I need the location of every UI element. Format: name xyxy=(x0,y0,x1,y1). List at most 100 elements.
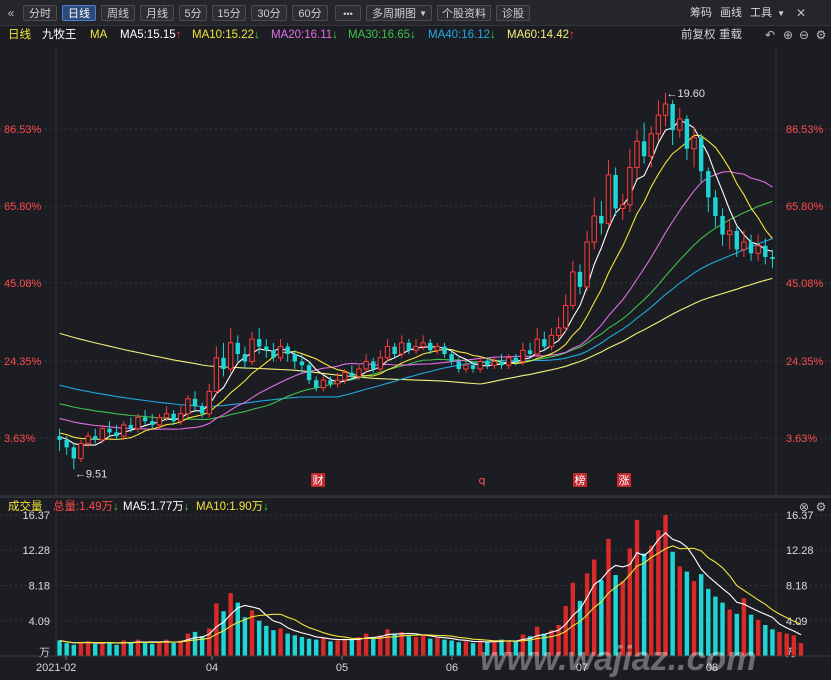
volume-bar-up xyxy=(100,642,105,656)
candle-body-up xyxy=(605,174,612,224)
volume-bar-up xyxy=(228,593,233,656)
ma20-line xyxy=(59,170,773,430)
zoom-out-icon[interactable]: ⊖ xyxy=(798,28,810,42)
kline-chart[interactable]: 86.53% 65.80% 45.08% 24.35% 3.63% 86.53% 65.8… xyxy=(0,44,831,680)
candle-body-up xyxy=(548,334,555,348)
candle-body-up xyxy=(99,428,106,441)
candle-body-up xyxy=(726,230,733,236)
candle-body-up xyxy=(227,342,234,370)
more-periods-button[interactable]: ••• xyxy=(335,5,361,21)
volume-bar-up xyxy=(278,628,283,656)
candle-body-down xyxy=(235,342,240,355)
volume-bar-up xyxy=(663,515,668,656)
date-label: 04 xyxy=(206,662,218,674)
volume-bar-down xyxy=(128,642,134,656)
volume-bar-up xyxy=(755,619,761,656)
volume-ma5-line xyxy=(59,532,802,644)
volume-bar-down xyxy=(442,639,447,656)
volume-bar-down xyxy=(299,637,305,656)
volume-bar-down xyxy=(641,553,647,656)
volume-bar-down xyxy=(713,596,718,656)
tab-daily[interactable]: 日线 xyxy=(62,5,96,21)
tab-weekly[interactable]: 周线 xyxy=(101,5,135,21)
candle-body-down xyxy=(313,380,319,388)
volume-ma-lines xyxy=(59,532,802,644)
volume-bar-down xyxy=(734,613,740,656)
tools-menu[interactable]: 工具 ▼ xyxy=(750,5,785,21)
volume-bar-down xyxy=(92,643,98,656)
candle-body-down xyxy=(392,346,397,355)
volume-bar-down xyxy=(64,643,69,656)
zoom-in-icon[interactable]: ⊕ xyxy=(782,28,794,42)
tab-15min[interactable]: 15分 xyxy=(212,5,246,21)
candle-body-up xyxy=(178,413,184,422)
volume-bar-down xyxy=(763,624,768,656)
volume-bar-down xyxy=(192,631,198,656)
volume-bar-up xyxy=(378,635,383,656)
candle-body-down xyxy=(264,346,269,351)
volume-bar-up xyxy=(656,530,661,656)
volume-bar-up xyxy=(363,633,369,656)
close-icon[interactable]: ✕ xyxy=(795,6,807,20)
volume-bar-up xyxy=(520,634,526,656)
settings-icon[interactable]: ⚙ xyxy=(815,28,827,42)
candle-body-down xyxy=(328,380,333,384)
date-label: 06 xyxy=(446,662,458,674)
settings-icon[interactable]: ⚙ xyxy=(815,500,827,514)
multi-period-label: 多周期图 xyxy=(372,8,416,20)
candle-body-down xyxy=(299,361,305,366)
volume-axis-left: 16.37 12.28 8.18 4.09 万 xyxy=(22,510,50,659)
candle-body-up xyxy=(163,413,170,418)
volume-bar-up xyxy=(649,545,654,656)
chips-button[interactable]: 筹码 xyxy=(690,7,712,19)
tab-30min[interactable]: 30分 xyxy=(251,5,287,21)
draw-line-button[interactable]: 画线 xyxy=(720,7,742,19)
volume-bar-down xyxy=(285,633,290,656)
volume-axis-label: 万 xyxy=(39,647,50,659)
volume-bar-down xyxy=(613,575,618,656)
candle-body-up xyxy=(741,241,747,251)
stock-info-button[interactable]: 个股资料 xyxy=(437,5,491,21)
volume-axis-label: 万 xyxy=(786,647,797,659)
indicator-name[interactable]: MA xyxy=(90,29,108,41)
price-axis-label: 65.80% xyxy=(786,201,824,213)
candle-body-up xyxy=(662,103,669,116)
volume-bar-down xyxy=(199,636,205,656)
tab-monthly[interactable]: 月线 xyxy=(140,5,174,21)
ma30-value: MA30:16.65↓ xyxy=(348,29,416,41)
candle-body-up xyxy=(384,346,391,359)
volume-bar-up xyxy=(727,609,732,656)
event-badge xyxy=(617,473,631,487)
candle-body-up xyxy=(677,118,683,131)
double-chevron-left-icon[interactable]: « xyxy=(7,6,15,20)
tab-intraday[interactable]: 分时 xyxy=(23,5,57,21)
multi-period-dropdown[interactable]: 多周期图 ▼ xyxy=(366,5,432,21)
adjust-button[interactable]: 前复权 xyxy=(681,29,716,41)
volume-bar-down xyxy=(456,642,461,656)
close-icon[interactable]: ⊗ xyxy=(798,500,810,514)
tab-5min[interactable]: 5分 xyxy=(179,5,207,21)
undo-icon[interactable]: ↶ xyxy=(764,28,776,42)
event-badge xyxy=(573,473,587,487)
candle-body-down xyxy=(720,215,725,235)
volume-bar-down xyxy=(235,602,240,656)
candle-body-up xyxy=(648,133,654,157)
candle-body-down xyxy=(292,354,298,362)
volume-bar-up xyxy=(121,640,126,656)
volume-title[interactable]: 成交量 xyxy=(8,501,43,513)
volume-bar-up xyxy=(777,631,782,656)
volume-bar-down xyxy=(406,636,412,656)
volume-bar-down xyxy=(256,620,262,656)
tab-60min[interactable]: 60分 xyxy=(292,5,328,21)
candle-body-down xyxy=(92,436,98,440)
candle-body-down xyxy=(128,424,134,429)
candle-body-up xyxy=(363,360,369,370)
candle-body-down xyxy=(698,137,704,172)
price-grid xyxy=(0,44,831,497)
candle-body-up xyxy=(562,305,569,329)
diagnose-button[interactable]: 诊股 xyxy=(496,5,530,21)
reload-button[interactable]: 重载 xyxy=(719,29,742,41)
price-axis-label: 86.53% xyxy=(786,124,824,136)
volume-bar-down xyxy=(271,630,276,656)
